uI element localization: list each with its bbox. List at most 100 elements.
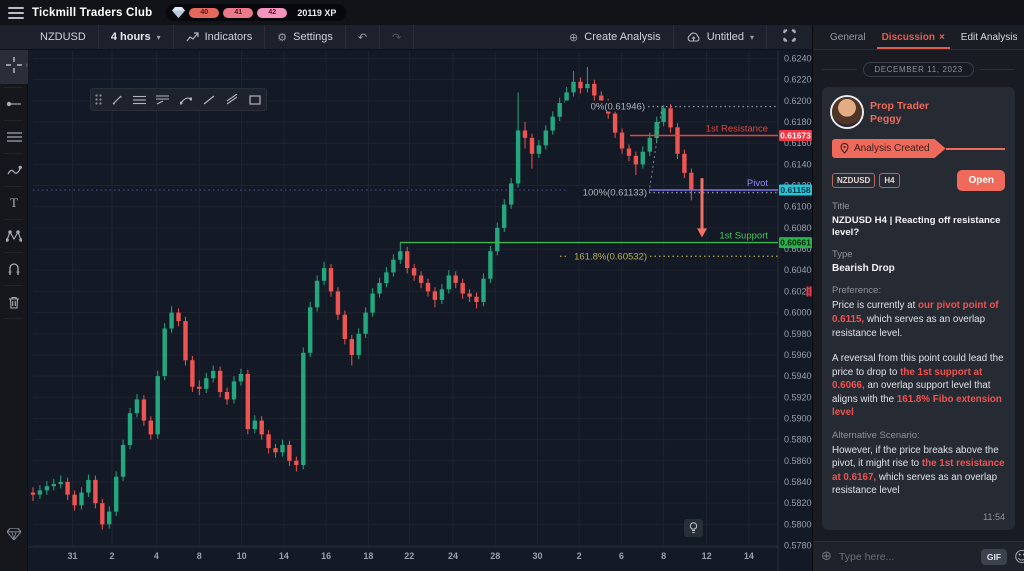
gif-button[interactable]: GIF bbox=[980, 548, 1008, 565]
redo-button[interactable]: ↷ bbox=[380, 25, 415, 49]
symbol-chip: NZDUSD bbox=[832, 173, 876, 188]
create-analysis-button[interactable]: ⊕ Create Analysis bbox=[557, 25, 674, 49]
svg-text:2: 2 bbox=[109, 551, 114, 561]
trendline-tool-button[interactable] bbox=[197, 89, 220, 110]
tool-crosshair[interactable]: › bbox=[0, 50, 28, 84]
preference-paragraph-1: Price is currently at our pivot point of… bbox=[832, 300, 999, 339]
tool-delete[interactable] bbox=[0, 289, 28, 315]
author-name[interactable]: Peggy bbox=[870, 112, 902, 125]
curve-icon bbox=[179, 96, 192, 105]
symbol-button[interactable]: NZDUSD bbox=[28, 25, 99, 49]
tool-trend-line[interactable] bbox=[0, 91, 28, 117]
drag-handle-icon[interactable] bbox=[91, 89, 105, 110]
tab-discussion[interactable]: Discussion × bbox=[875, 25, 952, 49]
svg-text:10: 10 bbox=[237, 551, 247, 561]
text-tool-icon: T bbox=[10, 195, 18, 210]
idea-lightbulb-button[interactable] bbox=[684, 519, 703, 537]
tool-pattern[interactable] bbox=[0, 223, 28, 249]
chart-toolbar: NZDUSD 4 hours ▾ Indicators ⚙ Settings ↶… bbox=[0, 25, 812, 50]
tab-edit-analysis[interactable]: Edit Analysis bbox=[960, 31, 1018, 43]
emoji-icon[interactable]: ☺ bbox=[1014, 547, 1024, 566]
author-role: Prop Trader bbox=[870, 99, 929, 112]
close-tab-icon[interactable]: × bbox=[938, 31, 945, 43]
date-divider: DECEMBER 11, 2023 bbox=[822, 62, 1015, 77]
chevron-down-icon: ▾ bbox=[156, 32, 161, 42]
title-label: Title bbox=[832, 201, 850, 212]
top-bar: Tickmill Traders Club 40 41 42 20119 XP bbox=[0, 0, 1024, 25]
svg-text:Pivot: Pivot bbox=[747, 178, 768, 189]
fib-extension-button[interactable] bbox=[151, 89, 174, 110]
pencil-icon bbox=[112, 95, 122, 105]
svg-text:18: 18 bbox=[363, 551, 373, 561]
discussion-feed[interactable]: DECEMBER 11, 2023 Prop Trader Peggy bbox=[813, 50, 1024, 541]
level-badge: 42 bbox=[257, 7, 288, 18]
indicators-button[interactable]: Indicators bbox=[174, 25, 266, 49]
pencil-tool-button[interactable] bbox=[105, 89, 128, 110]
timeframe-dropdown[interactable]: 4 hours ▾ bbox=[99, 25, 174, 49]
lightbulb-icon bbox=[689, 522, 698, 533]
event-banner: Analysis Created bbox=[832, 139, 1005, 158]
timeframe-chip: H4 bbox=[879, 173, 900, 188]
tool-fib-retracement[interactable] bbox=[0, 124, 28, 150]
attach-plus-icon[interactable]: ⊕ bbox=[821, 549, 832, 564]
brush-icon bbox=[6, 165, 22, 175]
drawing-floating-toolbar bbox=[90, 88, 267, 111]
open-button[interactable]: Open bbox=[957, 170, 1005, 191]
alternative-label: Alternative Scenario: bbox=[832, 429, 920, 441]
level-badge: 41 bbox=[223, 7, 254, 18]
svg-text:0.62400: 0.62400 bbox=[784, 54, 812, 64]
xp-pill[interactable]: 40 41 42 20119 XP bbox=[166, 4, 347, 21]
svg-text:0%(0.61946): 0%(0.61946) bbox=[591, 102, 645, 113]
trend-line-icon bbox=[6, 101, 21, 107]
svg-text:14: 14 bbox=[279, 551, 289, 561]
fullscreen-button[interactable] bbox=[767, 25, 812, 49]
redo-icon: ↷ bbox=[392, 30, 402, 44]
date-badge: DECEMBER 11, 2023 bbox=[863, 62, 974, 77]
save-layout-dropdown[interactable]: Untitled ▾ bbox=[674, 25, 767, 49]
expand-tool-icon[interactable]: › bbox=[25, 62, 28, 69]
fib-retracement-button[interactable] bbox=[128, 89, 151, 110]
svg-text:0.61158: 0.61158 bbox=[780, 185, 811, 195]
hamburger-menu-icon[interactable] bbox=[8, 6, 24, 19]
trendline-icon bbox=[203, 95, 214, 104]
tool-brush[interactable] bbox=[0, 157, 28, 183]
fib-extension-icon bbox=[156, 94, 169, 104]
avatar[interactable] bbox=[832, 97, 862, 127]
rectangle-tool-button[interactable] bbox=[243, 89, 266, 110]
chevron-down-icon: ▾ bbox=[749, 32, 754, 42]
svg-text:8: 8 bbox=[661, 551, 666, 561]
message-composer: ⊕ GIF ☺ bbox=[813, 541, 1024, 571]
gem-sidebar-icon[interactable] bbox=[6, 527, 22, 545]
svg-text:8: 8 bbox=[197, 551, 202, 561]
crosshair-icon bbox=[6, 56, 22, 78]
panel-tabs: General Discussion × Edit Analysis bbox=[813, 25, 1024, 50]
message-input[interactable] bbox=[838, 550, 974, 563]
undo-icon: ↶ bbox=[357, 30, 368, 44]
undo-button[interactable]: ↶ bbox=[346, 25, 381, 49]
settings-button[interactable]: ⚙ Settings bbox=[265, 25, 346, 49]
tool-magnet[interactable] bbox=[0, 256, 28, 282]
app-title: Tickmill Traders Club bbox=[32, 6, 153, 19]
parallel-channel-button[interactable] bbox=[220, 89, 243, 110]
fib-retracement-icon bbox=[6, 132, 22, 142]
svg-text:31: 31 bbox=[67, 551, 77, 561]
preference-label: Preference: bbox=[832, 285, 882, 297]
tab-general[interactable]: General bbox=[830, 31, 866, 43]
curve-tool-button[interactable] bbox=[174, 89, 197, 110]
tool-text[interactable]: T bbox=[0, 190, 28, 216]
